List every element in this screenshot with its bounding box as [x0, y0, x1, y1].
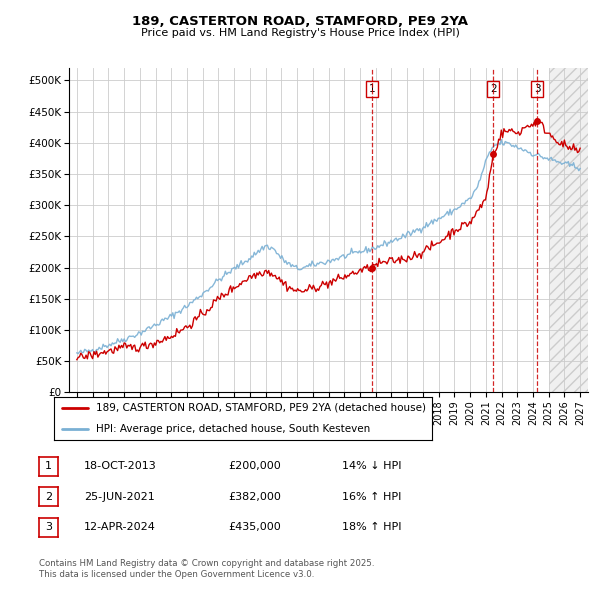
Text: 16% ↑ HPI: 16% ↑ HPI — [342, 492, 401, 502]
Text: 189, CASTERTON ROAD, STAMFORD, PE9 2YA: 189, CASTERTON ROAD, STAMFORD, PE9 2YA — [132, 15, 468, 28]
Text: 3: 3 — [45, 523, 52, 532]
Text: 189, CASTERTON ROAD, STAMFORD, PE9 2YA (detached house): 189, CASTERTON ROAD, STAMFORD, PE9 2YA (… — [95, 403, 425, 412]
Text: 25-JUN-2021: 25-JUN-2021 — [84, 492, 155, 502]
Bar — [548, 68, 600, 392]
Text: HPI: Average price, detached house, South Kesteven: HPI: Average price, detached house, Sout… — [95, 424, 370, 434]
Text: 2: 2 — [45, 492, 52, 502]
Text: Price paid vs. HM Land Registry's House Price Index (HPI): Price paid vs. HM Land Registry's House … — [140, 28, 460, 38]
Text: 18% ↑ HPI: 18% ↑ HPI — [342, 523, 401, 532]
Text: 2: 2 — [490, 84, 497, 94]
Text: Contains HM Land Registry data © Crown copyright and database right 2025.
This d: Contains HM Land Registry data © Crown c… — [39, 559, 374, 579]
Text: 12-APR-2024: 12-APR-2024 — [84, 523, 156, 532]
Text: £382,000: £382,000 — [228, 492, 281, 502]
Text: £200,000: £200,000 — [228, 461, 281, 471]
Text: 3: 3 — [534, 84, 541, 94]
Text: £435,000: £435,000 — [228, 523, 281, 532]
Text: 1: 1 — [369, 84, 376, 94]
Text: 18-OCT-2013: 18-OCT-2013 — [84, 461, 157, 471]
Text: 1: 1 — [45, 461, 52, 471]
Text: 14% ↓ HPI: 14% ↓ HPI — [342, 461, 401, 471]
